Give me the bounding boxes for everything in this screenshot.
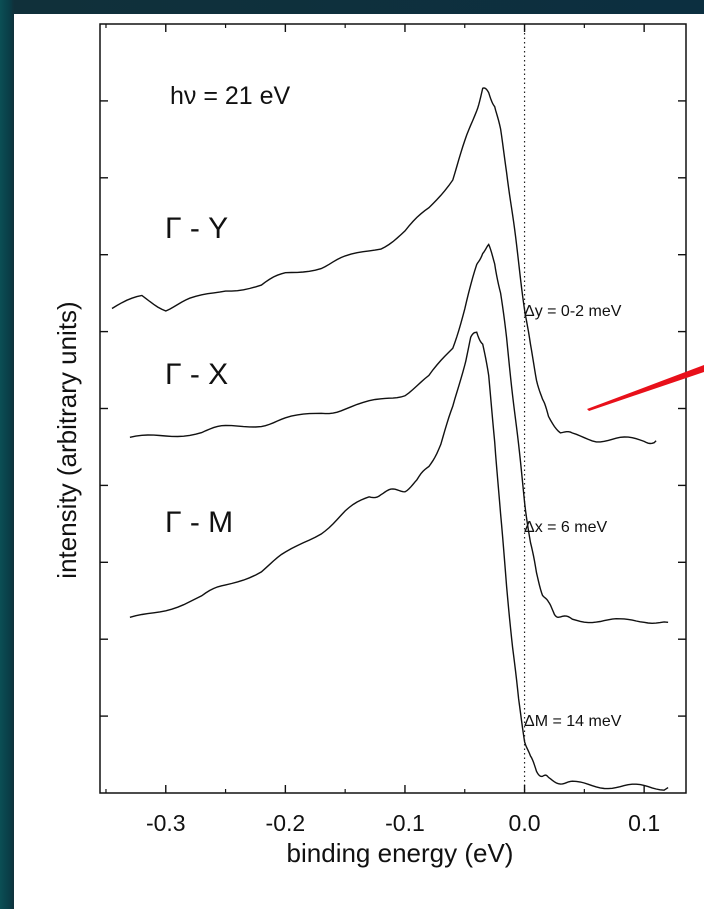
series-line-gamma-m — [129, 331, 669, 791]
gap-label-y: Δy = 0-2 meV — [524, 303, 622, 320]
series-label-gamma-m: Γ - M — [165, 506, 233, 539]
x-tick-label: -0.3 — [146, 810, 186, 836]
x-tick-label: 0.0 — [509, 810, 541, 836]
series-line-gamma-y — [111, 87, 657, 445]
gap-label-x: Δx = 6 meV — [524, 519, 607, 536]
photon-energy-label: hν = 21 eV — [170, 82, 291, 110]
plot-frame — [99, 23, 687, 794]
series-label-gamma-x: Γ - X — [165, 358, 228, 391]
x-tick-label: -0.1 — [385, 810, 425, 836]
figure-panel — [14, 14, 704, 909]
series-line-gamma-x — [129, 243, 669, 625]
y-axis-label: intensity (arbitrary units) — [52, 301, 82, 578]
x-axis-label: binding energy (eV) — [287, 838, 514, 868]
x-tick-label: 0.1 — [628, 810, 660, 836]
gap-label-m: ΔM = 14 meV — [524, 713, 622, 730]
series-label-gamma-y: Γ - Y — [165, 212, 228, 245]
x-tick-label: -0.2 — [266, 810, 306, 836]
red-arrow-pointer — [587, 365, 704, 411]
